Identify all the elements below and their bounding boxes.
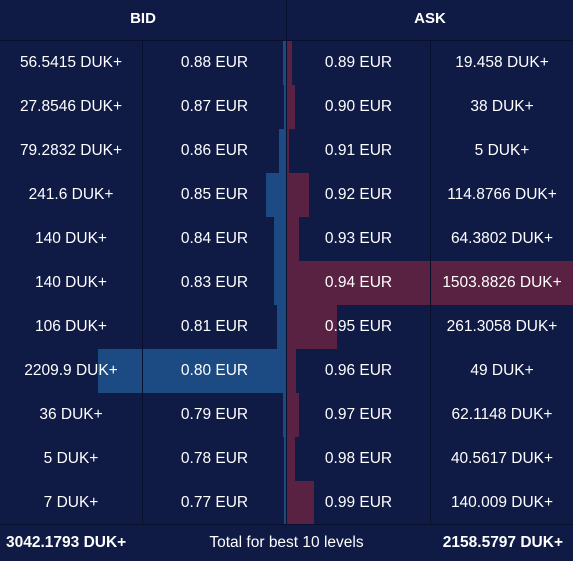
ask-price: 0.98 EUR (324, 450, 393, 467)
ask-quantity: 140.009 DUK+ (450, 494, 554, 511)
order-book-row[interactable]: 241.6 DUK+ 0.85 EUR 0.92 EUR 114.8766 DUK+ (0, 173, 573, 217)
ask-price: 0.94 EUR (324, 274, 393, 291)
bid-quantity: 79.2832 DUK+ (19, 142, 123, 159)
ask-depth-bar (287, 349, 296, 393)
bid-header: BID (130, 10, 156, 27)
order-book-row[interactable]: 2209.9 DUK+ 0.80 EUR 0.96 EUR 49 DUK+ (0, 349, 573, 393)
order-book-row[interactable]: 79.2832 DUK+ 0.86 EUR 0.91 EUR 5 DUK+ (0, 129, 573, 173)
bid-depth-bar (98, 349, 286, 393)
ask-quantity: 40.5617 DUK+ (450, 450, 554, 467)
ask-total: 2158.5797 DUK+ (442, 534, 563, 551)
ask-price: 0.99 EUR (324, 494, 393, 511)
bid-depth-bar (284, 481, 286, 525)
column-divider (430, 41, 431, 524)
bid-quantity: 7 DUK+ (43, 494, 99, 511)
bid-quantity: 140 DUK+ (35, 274, 107, 291)
bid-price: 0.77 EUR (180, 494, 249, 511)
bid-quantity: 27.8546 DUK+ (19, 98, 123, 115)
bid-price: 0.78 EUR (180, 450, 249, 467)
order-book-row[interactable]: 56.5415 DUK+ 0.88 EUR 0.89 EUR 19.458 DUK+ (0, 41, 573, 85)
ask-price: 0.90 EUR (324, 98, 393, 115)
ask-price: 0.92 EUR (324, 186, 393, 203)
ask-price: 0.96 EUR (324, 362, 393, 379)
bid-depth-bar (284, 437, 286, 481)
bid-depth-bar (274, 261, 286, 305)
ask-quantity: 1503.8826 DUK+ (442, 274, 562, 291)
order-book-row[interactable]: 5 DUK+ 0.78 EUR 0.98 EUR 40.5617 DUK+ (0, 437, 573, 481)
bid-quantity: 241.6 DUK+ (28, 186, 114, 203)
bid-price: 0.80 EUR (180, 362, 249, 379)
bid-quantity: 106 DUK+ (35, 318, 107, 335)
bid-quantity: 140 DUK+ (35, 230, 107, 247)
bid-quantity: 36 DUK+ (39, 406, 103, 423)
center-divider (286, 0, 287, 524)
ask-quantity: 19.458 DUK+ (455, 54, 549, 71)
order-book-row[interactable]: 36 DUK+ 0.79 EUR 0.97 EUR 62.1148 DUK+ (0, 393, 573, 437)
order-book-row[interactable]: 27.8546 DUK+ 0.87 EUR 0.90 EUR 38 DUK+ (0, 85, 573, 129)
bid-price: 0.81 EUR (180, 318, 249, 335)
totals-label: Total for best 10 levels (209, 534, 364, 551)
ask-quantity: 261.3058 DUK+ (446, 318, 558, 335)
ask-depth-bar (287, 217, 299, 261)
bid-depth-bar (266, 173, 286, 217)
bid-depth-bar (274, 217, 286, 261)
column-divider (142, 41, 143, 524)
ask-quantity: 5 DUK+ (474, 142, 530, 159)
bid-price: 0.87 EUR (180, 98, 249, 115)
bid-price: 0.85 EUR (180, 186, 249, 203)
bid-total: 3042.1793 DUK+ (6, 534, 127, 551)
ask-depth-bar (287, 393, 299, 437)
bid-price: 0.79 EUR (180, 406, 249, 423)
ask-price: 0.91 EUR (324, 142, 393, 159)
ask-price: 0.97 EUR (324, 406, 393, 423)
ask-quantity: 62.1148 DUK+ (451, 406, 553, 423)
ask-quantity: 49 DUK+ (470, 362, 534, 379)
ask-price: 0.89 EUR (324, 54, 393, 71)
ask-depth-bar (287, 173, 309, 217)
bid-price: 0.86 EUR (180, 142, 249, 159)
bid-price: 0.83 EUR (180, 274, 249, 291)
bid-depth-bar (283, 393, 286, 437)
order-book-row[interactable]: 106 DUK+ 0.81 EUR 0.95 EUR 261.3058 DUK+ (0, 305, 573, 349)
bid-price: 0.84 EUR (180, 230, 249, 247)
ask-depth-bar (287, 481, 314, 525)
bid-depth-bar (279, 129, 286, 173)
bid-depth-bar (283, 41, 286, 85)
totals-footer: Total for best 10 levels 3042.1793 DUK+ … (0, 524, 573, 561)
ask-depth-bar (287, 41, 292, 85)
ask-price: 0.93 EUR (324, 230, 393, 247)
bid-depth-bar (277, 305, 286, 349)
ask-price: 0.95 EUR (324, 318, 393, 335)
bid-quantity: 2209.9 DUK+ (24, 362, 118, 379)
bid-quantity: 5 DUK+ (43, 450, 99, 467)
ask-quantity: 38 DUK+ (470, 98, 534, 115)
ask-depth-bar (287, 305, 337, 349)
order-book-row[interactable]: 7 DUK+ 0.77 EUR 0.99 EUR 140.009 DUK+ (0, 481, 573, 525)
bid-quantity: 56.5415 DUK+ (19, 54, 123, 71)
ask-depth-bar (287, 129, 289, 173)
ask-quantity: 64.3802 DUK+ (450, 230, 554, 247)
ask-header: ASK (414, 10, 446, 27)
bid-depth-bar (284, 85, 286, 129)
ask-quantity: 114.8766 DUK+ (447, 186, 557, 203)
bid-price: 0.88 EUR (180, 54, 249, 71)
ask-depth-bar (287, 437, 295, 481)
ask-depth-bar (287, 85, 295, 129)
order-book-row[interactable]: 140 DUK+ 0.84 EUR 0.93 EUR 64.3802 DUK+ (0, 217, 573, 261)
